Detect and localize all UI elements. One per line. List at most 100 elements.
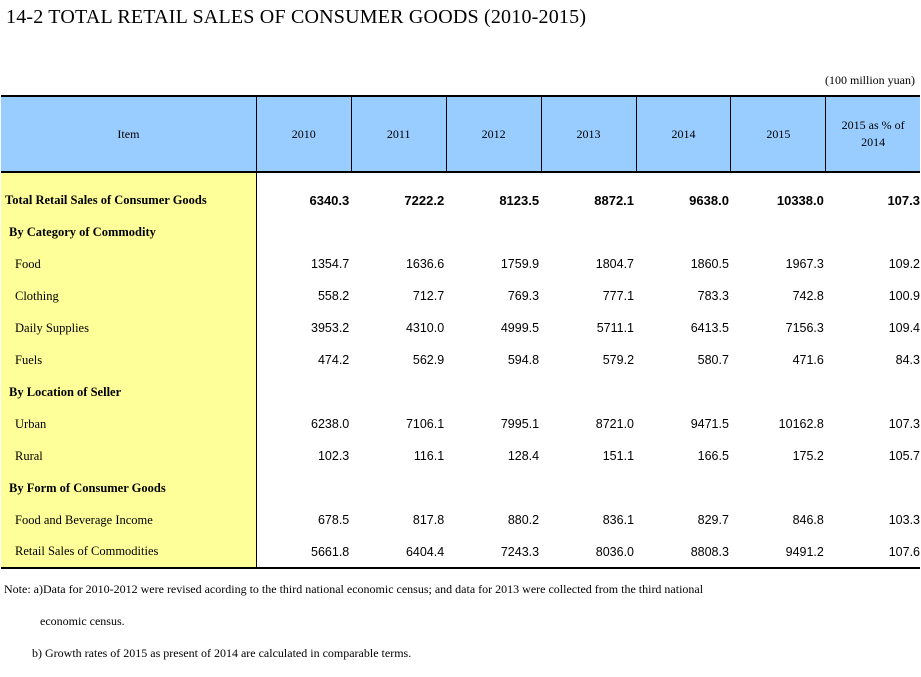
cell-value: 6340.3 bbox=[309, 193, 350, 208]
cell-value: 9491.2 bbox=[730, 536, 826, 569]
cell-value: 10338.0 bbox=[776, 193, 824, 208]
cell-value: 5711.1 bbox=[596, 321, 635, 335]
cell-value: 783.3 bbox=[697, 289, 729, 303]
cell-value: 109.4 bbox=[888, 321, 920, 335]
table-row: Clothing 558.2 712.7 769.3 777.1 783.3 7… bbox=[1, 280, 920, 312]
row-label-food-beverage: Food and Beverage Income bbox=[1, 504, 257, 536]
cell-value: 7106.1 bbox=[405, 417, 445, 431]
cell-value: 471.6 bbox=[792, 353, 824, 367]
header-pct: 2015 as % of 2014 bbox=[825, 95, 920, 173]
table-row: Food and Beverage Income 678.5 817.8 880… bbox=[1, 504, 920, 536]
cell-value: 474.2 bbox=[317, 353, 350, 367]
row-label-urban: Urban bbox=[1, 408, 257, 440]
header-2012: 2012 bbox=[445, 95, 542, 173]
cell-value: 6238.0 bbox=[311, 417, 350, 431]
cell-value: 100.9 bbox=[888, 289, 920, 303]
cell-value: 594.8 bbox=[507, 353, 540, 367]
row-label-total: Total Retail Sales of Consumer Goods bbox=[1, 172, 257, 216]
cell-value: 678.5 bbox=[317, 513, 350, 527]
table-header-row: Item 2010 2011 2012 2013 2014 2015 2015 … bbox=[1, 95, 920, 173]
cell-value: 9638.0 bbox=[689, 193, 729, 208]
cell-value: 151.1 bbox=[602, 449, 635, 463]
table-row: Daily Supplies 3953.2 4310.0 4999.5 5711… bbox=[1, 312, 920, 344]
cell-value: 5661.8 bbox=[256, 536, 352, 569]
row-label-category-heading: By Category of Commodity bbox=[1, 216, 257, 248]
cell-value: 836.1 bbox=[602, 513, 635, 527]
cell-value: 817.8 bbox=[412, 513, 445, 527]
cell-value: 1804.7 bbox=[595, 257, 635, 271]
row-label-clothing: Clothing bbox=[1, 280, 257, 312]
cell-value: 128.4 bbox=[507, 449, 540, 463]
cell-value: 8808.3 bbox=[636, 536, 731, 569]
cell-value: 107.3 bbox=[887, 193, 920, 208]
header-2011: 2011 bbox=[350, 95, 447, 173]
table-row: Rural 102.3 116.1 128.4 151.1 166.5 175.… bbox=[1, 440, 920, 472]
cell-value: 1636.6 bbox=[405, 257, 445, 271]
header-2014: 2014 bbox=[635, 95, 731, 173]
table-row: By Location of Seller bbox=[1, 376, 920, 408]
footnote-b: b) Growth rates of 2015 as present of 20… bbox=[32, 646, 412, 660]
cell-value: 10162.8 bbox=[778, 417, 824, 431]
cell-value: 1967.3 bbox=[785, 257, 824, 271]
cell-value: 8036.0 bbox=[541, 536, 637, 569]
row-label-retail-commodities: Retail Sales of Commodities bbox=[1, 536, 257, 569]
cell-value: 116.1 bbox=[413, 449, 445, 463]
cell-value: 7222.2 bbox=[404, 193, 445, 208]
cell-value: 9471.5 bbox=[690, 417, 729, 431]
cell-value: 166.5 bbox=[697, 449, 729, 463]
cell-value: 3953.2 bbox=[311, 321, 350, 335]
table-row: By Form of Consumer Goods bbox=[1, 472, 920, 504]
cell-value: 880.2 bbox=[507, 513, 540, 527]
row-label-daily-supplies: Daily Supplies bbox=[1, 312, 257, 344]
cell-value: 103.3 bbox=[888, 513, 920, 527]
header-2010: 2010 bbox=[255, 95, 352, 173]
cell-value: 8721.0 bbox=[595, 417, 635, 431]
row-label-rural: Rural bbox=[1, 440, 257, 472]
cell-value: 84.3 bbox=[895, 353, 920, 367]
row-label-food: Food bbox=[1, 248, 257, 280]
row-label-form-heading: By Form of Consumer Goods bbox=[1, 472, 257, 504]
cell-value: 7995.1 bbox=[500, 417, 540, 431]
cell-value: 562.9 bbox=[412, 353, 445, 367]
cell-value: 7243.3 bbox=[446, 536, 542, 569]
header-item: Item bbox=[1, 95, 257, 173]
cell-value: 6404.4 bbox=[351, 536, 447, 569]
page-title: 14-2 TOTAL RETAIL SALES OF CONSUMER GOOD… bbox=[6, 6, 587, 28]
cell-value: 175.2 bbox=[792, 449, 824, 463]
header-2013: 2013 bbox=[540, 95, 637, 173]
cell-value: 580.7 bbox=[697, 353, 729, 367]
table-row: Food 1354.7 1636.6 1759.9 1804.7 1860.5 … bbox=[1, 248, 920, 280]
cell-value: 102.3 bbox=[317, 449, 350, 463]
table-row: Total Retail Sales of Consumer Goods 634… bbox=[1, 172, 920, 216]
cell-value: 777.1 bbox=[602, 289, 635, 303]
retail-sales-table: Item 2010 2011 2012 2013 2014 2015 2015 … bbox=[1, 95, 920, 569]
header-2015: 2015 bbox=[730, 95, 826, 173]
footnote-a: Note: a)Data for 2010-2012 were revised … bbox=[4, 582, 704, 596]
cell-value: 558.2 bbox=[317, 289, 350, 303]
cell-value: 107.6 bbox=[825, 536, 920, 569]
cell-value: 579.2 bbox=[602, 353, 635, 367]
cell-value: 8872.1 bbox=[594, 193, 635, 208]
cell-value: 712.7 bbox=[412, 289, 445, 303]
cell-value: 1759.9 bbox=[500, 257, 540, 271]
cell-value: 109.2 bbox=[888, 257, 920, 271]
unit-label: (100 million yuan) bbox=[825, 73, 915, 87]
cell-value: 8123.5 bbox=[499, 193, 540, 208]
footnote-a-continued: economic census. bbox=[40, 614, 125, 628]
header-pct-line1: 2015 as % of bbox=[841, 118, 905, 132]
cell-value: 769.3 bbox=[507, 289, 540, 303]
row-label-location-heading: By Location of Seller bbox=[1, 376, 257, 408]
table-row: Urban 6238.0 7106.1 7995.1 8721.0 9471.5… bbox=[1, 408, 920, 440]
table-row: By Category of Commodity bbox=[1, 216, 920, 248]
cell-value: 846.8 bbox=[792, 513, 824, 527]
table-row: Retail Sales of Commodities 5661.8 6404.… bbox=[1, 536, 920, 569]
cell-value: 829.7 bbox=[697, 513, 729, 527]
cell-value: 4999.5 bbox=[500, 321, 540, 335]
cell-value: 107.3 bbox=[888, 417, 920, 431]
header-pct-line2: 2014 bbox=[861, 135, 886, 149]
cell-value: 742.8 bbox=[792, 289, 824, 303]
cell-value: 1354.7 bbox=[311, 257, 350, 271]
cell-value: 105.7 bbox=[888, 449, 920, 463]
cell-value: 4310.0 bbox=[405, 321, 445, 335]
row-label-fuels: Fuels bbox=[1, 344, 257, 376]
